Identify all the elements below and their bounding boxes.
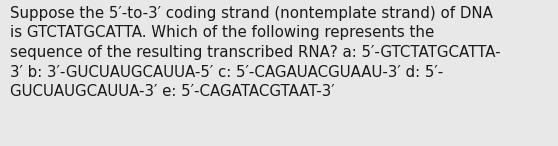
- Text: Suppose the 5′-to-3′ coding strand (nontemplate strand) of DNA
is GTCTATGCATTA. : Suppose the 5′-to-3′ coding strand (nont…: [10, 6, 501, 99]
